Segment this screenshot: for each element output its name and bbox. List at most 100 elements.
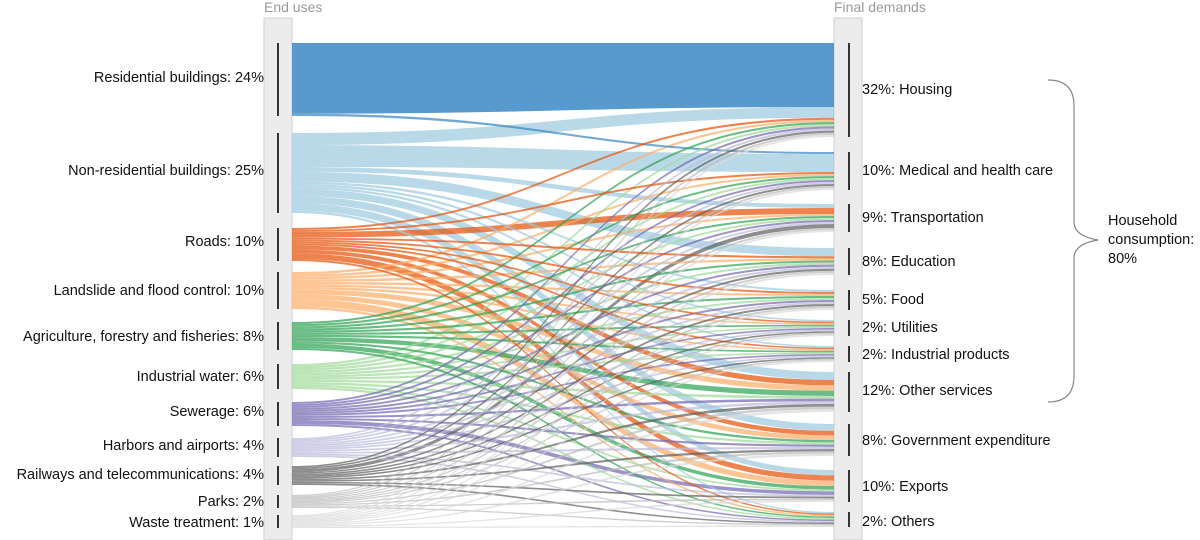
left-node-tick [277,364,279,389]
right-node-ticks [848,43,850,527]
right-node-label: 10%: Exports [862,479,948,495]
flow-band [292,259,834,515]
flow-band [292,352,834,380]
flow-band [292,113,834,154]
flow-band [292,326,834,378]
flow-band [292,128,834,440]
left-node-tick [277,272,279,309]
flow-band [292,188,834,518]
left-node-label: Landslide and flood control: 10% [54,283,265,299]
flow-band [292,186,834,498]
right-node-tick [848,512,850,527]
flow-band [292,230,834,519]
flow-band [292,241,834,324]
flow-band [292,406,834,505]
flow-band [292,449,834,482]
flow-band [292,119,834,275]
right-node-tick [848,152,850,190]
flow-band [292,453,834,526]
left-node-tick [277,438,279,457]
left-node-label: Harbors and airports: 4% [103,438,264,454]
right-node-tick [848,248,850,275]
left-node-label: Residential buildings: 24% [94,70,264,86]
left-node-tick [277,402,279,426]
left-node-tick [277,43,279,116]
flow-band [292,130,834,468]
left-column-title: End uses [264,0,322,15]
left-node-ticks [277,43,279,528]
household-label: Household [1108,213,1177,229]
flow-band [292,398,834,418]
household-bracket [1047,79,1099,403]
flow-band [292,132,834,497]
flow-band [292,228,834,499]
flow-band [292,178,834,369]
left-node-label: Railways and telecommunications: 4% [17,467,265,483]
flow-band [292,260,834,331]
flow-band [292,182,834,442]
right-node-label: 2%: Industrial products [862,347,1010,363]
flow-band [292,183,834,322]
left-node-tick [277,133,279,213]
flow-band [292,324,834,335]
flow-band [292,218,834,371]
left-node-label: Parks: 2% [198,494,264,510]
flow-band [292,455,834,523]
right-node-label: 9%: Transportation [862,210,984,226]
flow-band [292,424,834,521]
flow-band [292,270,834,500]
flow-band [292,117,834,230]
left-node-label: Waste treatment: 1% [129,515,264,531]
flow-band [292,266,834,445]
flow-band [292,506,834,526]
right-node-label: 2%: Others [862,514,935,530]
flow-band [292,409,834,525]
left-node-tick [277,228,279,261]
left-node-label: Industrial water: 6% [137,369,264,385]
right-node-label: 10%: Medical and health care [862,163,1053,179]
left-node-tick [277,495,279,508]
right-node-label: 8%: Government expenditure [862,433,1051,449]
flow-band [292,107,834,146]
flow-band [292,176,834,327]
flow-band [292,210,834,514]
flow-band [292,418,834,447]
right-node-label: 5%: Food [862,292,924,308]
right-node-tick [848,204,850,232]
flow-band [292,239,834,294]
right-node-label: 32%: Housing [862,82,952,98]
flow-band [292,453,834,497]
flow-band [292,124,834,367]
right-node-tick [848,320,850,336]
flow-band [292,174,834,277]
flow-band [292,341,834,443]
flow-band [292,386,834,520]
flow-band [292,224,834,473]
left-node-label: Sewerage: 6% [170,404,264,420]
right-node-label: 12%: Other services [862,383,993,399]
right-node-tick [848,290,850,310]
flow-band [292,332,834,503]
flow-band [292,343,834,490]
flow-band [292,181,834,292]
flow-band [292,304,834,476]
flow-band [292,122,834,325]
flow-band [292,166,834,208]
flow-band [292,172,834,232]
right-node-label: 2%: Utilities [862,320,938,336]
flow-band [292,355,834,451]
left-node-label: Non-residential buildings: 25% [68,163,264,179]
flow-band [292,216,834,329]
left-node-label: Agriculture, forestry and fisheries: 8% [23,329,264,345]
flow-band [292,237,834,259]
left-node-tick [277,515,279,528]
flow-band [292,126,834,405]
flow-band [292,500,834,527]
flow-band [292,214,834,280]
flow-band [292,308,834,521]
right-node-tick [848,424,850,456]
left-node-tick [277,466,279,485]
left-node-label: Roads: 10% [185,234,264,250]
flow-band [292,451,834,506]
